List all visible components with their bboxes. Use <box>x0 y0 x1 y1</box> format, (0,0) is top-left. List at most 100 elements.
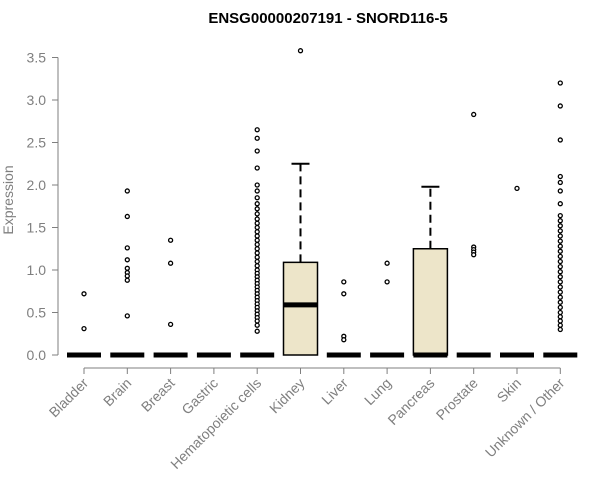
y-axis-label: Expression <box>0 165 16 234</box>
outlier-point <box>254 127 260 133</box>
outlier-point <box>167 321 174 328</box>
outlier-point <box>254 201 260 207</box>
outlier-point <box>254 258 260 265</box>
outlier-point <box>557 253 563 260</box>
outlier-point <box>557 326 563 333</box>
axes: 0.0 0.5 1.0 1.5 2.0 2.5 3.0 3.5 <box>27 50 561 374</box>
outlier-point <box>557 233 563 239</box>
outlier-point <box>341 337 347 343</box>
outlier-point <box>557 279 563 285</box>
outlier-point <box>341 279 347 285</box>
outlier-point <box>557 289 563 295</box>
outlier-point <box>254 237 260 243</box>
x-tick-label: Prostate <box>433 375 481 423</box>
outlier-point <box>557 299 563 305</box>
y-tick-label: 2.5 <box>27 135 47 151</box>
outlier-point <box>254 206 260 212</box>
outlier-point <box>557 318 563 324</box>
y-tick-label: 1.5 <box>27 220 47 236</box>
outlier-point <box>81 325 87 332</box>
x-tick-label: Pancreas <box>384 375 437 428</box>
outlier-point <box>557 304 563 311</box>
box-group <box>110 188 145 358</box>
outlier-point <box>254 322 260 328</box>
chart-title: ENSG00000207191 - SNORD116-5 <box>208 10 447 27</box>
outlier-point <box>557 269 563 275</box>
outlier-point <box>254 182 260 188</box>
outlier-point <box>514 185 520 192</box>
box-group <box>500 185 534 358</box>
y-tick-label: 0.5 <box>27 305 47 321</box>
outlier-point <box>254 246 260 252</box>
outlier-point <box>557 309 563 316</box>
outlier-point <box>557 243 563 249</box>
outlier-point <box>254 318 260 324</box>
outlier-point <box>124 188 130 194</box>
y-tick-label: 1.0 <box>27 262 47 278</box>
outlier-point <box>557 137 563 143</box>
outlier-point <box>341 291 347 297</box>
box-group <box>153 237 188 358</box>
outlier-point <box>167 260 174 266</box>
box-group <box>326 279 361 358</box>
box <box>412 248 449 356</box>
outlier-point <box>124 277 130 283</box>
x-tick-label: Kidney <box>266 375 308 417</box>
outlier-point <box>471 111 477 118</box>
outlier-point <box>254 233 260 239</box>
outlier-point <box>557 263 563 270</box>
y-tick-label: 3.0 <box>27 92 47 108</box>
x-tick-label: Lung <box>361 375 394 408</box>
box <box>282 261 319 356</box>
box-group <box>543 80 578 358</box>
outlier-point <box>167 237 174 243</box>
outlier-point <box>384 279 390 285</box>
outlier-point <box>254 254 260 260</box>
outlier-point <box>254 220 260 226</box>
box-group <box>282 48 319 356</box>
outlier-point <box>254 135 260 141</box>
x-tick-label: Liver <box>318 375 351 408</box>
outlier-point <box>254 195 260 201</box>
outlier-point <box>254 229 260 235</box>
outlier-point <box>557 218 563 224</box>
outlier-point <box>557 322 563 328</box>
outlier-point <box>557 294 563 300</box>
box-group <box>370 260 405 358</box>
outlier-point <box>124 265 130 271</box>
outlier-point <box>557 274 563 280</box>
outlier-point <box>254 188 260 194</box>
outlier-point <box>124 313 130 319</box>
outlier-point <box>557 223 563 229</box>
outlier-point <box>557 284 563 290</box>
outlier-point <box>124 257 130 263</box>
outlier-point <box>557 188 563 194</box>
outlier-point <box>254 263 260 269</box>
box-group <box>412 185 449 358</box>
outlier-point <box>557 212 563 219</box>
outlier-point <box>254 241 260 248</box>
outlier-point <box>254 224 260 231</box>
y-tick-label: 0.0 <box>27 347 47 363</box>
x-tick-label: Gastric <box>178 375 221 418</box>
outlier-point <box>471 252 477 258</box>
outlier-point <box>254 148 260 154</box>
box-group <box>240 127 275 358</box>
outlier-point <box>557 314 563 320</box>
outlier-point <box>297 48 304 54</box>
outlier-point <box>557 228 563 234</box>
outlier-point <box>124 213 130 220</box>
outlier-point <box>254 211 260 217</box>
y-tick-label: 3.5 <box>27 50 47 66</box>
outlier-point <box>557 179 563 186</box>
outlier-point <box>557 248 563 254</box>
outlier-point <box>254 216 260 222</box>
x-tick-label: Unknown / Other <box>482 375 568 461</box>
outlier-point <box>557 80 563 86</box>
box-group <box>456 111 491 358</box>
x-tick-label: Brain <box>100 375 134 409</box>
outlier-point <box>557 238 563 244</box>
x-tick-label: Bladder <box>46 375 92 421</box>
outlier-point <box>557 103 563 109</box>
